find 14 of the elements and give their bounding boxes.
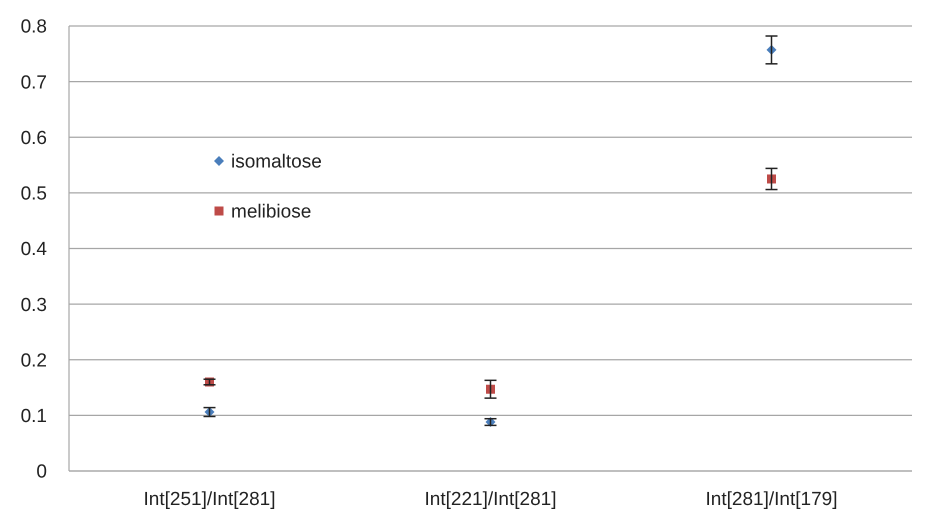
- y-tick-label: 0.3: [20, 294, 47, 316]
- y-tick-label: 0.2: [20, 350, 47, 372]
- x-tick-label: Int[251]/Int[281]: [143, 489, 276, 510]
- x-tick-label: Int[281]/Int[179]: [705, 489, 838, 510]
- x-tick-label: Int[221]/Int[281]: [424, 489, 557, 510]
- legend-label: isomaltose: [231, 152, 322, 173]
- y-tick-label: 0.6: [20, 128, 47, 149]
- legend-label: melibiose: [231, 202, 312, 223]
- y-tick-label: 0.1: [20, 406, 47, 428]
- y-tick-label: 0: [36, 462, 47, 483]
- y-tick-label: 0.7: [20, 72, 47, 94]
- y-tick-label: 0.4: [20, 239, 48, 260]
- y-tick-label: 0.5: [20, 184, 47, 205]
- y-tick-label: 0.8: [20, 16, 47, 38]
